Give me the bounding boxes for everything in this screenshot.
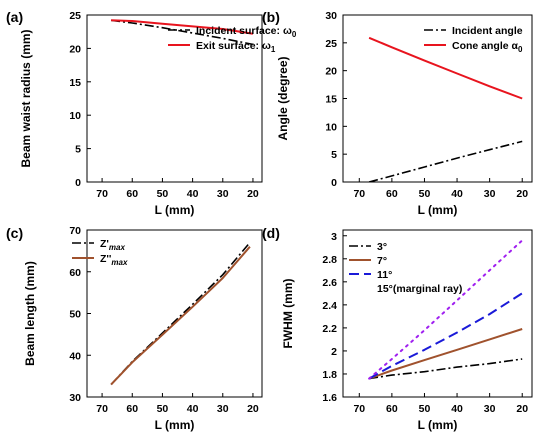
x-tick-label: 30: [217, 188, 229, 200]
legend-entry: Cone angle α0: [452, 40, 523, 54]
series-line-2: [368, 36, 523, 100]
series-line-1: [110, 19, 254, 46]
y-tick-label: 10: [69, 110, 81, 122]
x-tick-label: 20: [516, 403, 528, 415]
series-line-3: [368, 292, 523, 380]
legend: Incident angle Cone angle α0: [424, 25, 523, 54]
x-tick-label: 70: [96, 403, 108, 415]
y-tick-label: 2.4: [322, 300, 337, 312]
y-tick-label: 30: [325, 10, 337, 22]
legend: 3° 7° 11° 15°(marginal ray): [349, 241, 462, 295]
chart-panel-4: (d) 70 60 50 40 30 20 1.6 1.8 2 2.2 2.4 2.6 2.8 3 L (mm…: [262, 225, 533, 432]
x-tick-label: 20: [516, 188, 528, 200]
y-tick-label: 2.8: [322, 254, 337, 266]
y-tick-label: 70: [69, 225, 81, 237]
x-tick-label: 30: [484, 403, 496, 415]
x-axis-label: L (mm): [155, 203, 195, 217]
y-tick-label: 0: [331, 177, 337, 189]
y-tick-label: 20: [69, 43, 81, 55]
y-tick-label: 25: [69, 10, 81, 22]
plot-frame: [86, 229, 263, 398]
y-tick-label: 30: [69, 392, 81, 404]
x-tick-label: 50: [157, 188, 169, 200]
y-tick-label: 3: [331, 231, 337, 243]
legend-entry: Z''max: [100, 253, 128, 267]
x-tick-label: 60: [126, 403, 138, 415]
legend-entry: 11°: [377, 269, 392, 281]
x-tick-label: 70: [96, 188, 108, 200]
y-axis-label: Beam length (mm): [23, 261, 37, 366]
y-tick-label: 2.2: [322, 323, 337, 335]
x-tick-label: 50: [419, 403, 431, 415]
y-tick-label: 60: [69, 267, 81, 279]
series-line-2: [110, 246, 251, 386]
series-line-2: [368, 328, 523, 380]
x-axis-label: L (mm): [418, 203, 458, 217]
y-axis-label: FWHM (mm): [281, 279, 295, 349]
x-tick-label: 40: [451, 188, 463, 200]
y-tick-label: 50: [69, 309, 81, 321]
y-tick-label: 5: [75, 144, 81, 156]
y-tick-label: 2: [331, 346, 337, 358]
legend-entry: 15°(marginal ray): [377, 283, 462, 295]
x-tick-label: 50: [419, 188, 431, 200]
series-line-4: [368, 239, 524, 380]
y-tick-label: 15: [69, 77, 81, 89]
legend-entry: Incident surface: ω0: [196, 25, 297, 39]
series-line-1: [368, 140, 523, 182]
x-tick-label: 30: [217, 403, 229, 415]
y-axis-label: Beam waist radius (mm): [19, 29, 33, 167]
chart-panel-2: (b) 70 60 50 40 30 20 0 5 10 15 20 25 30 L (mm) Angle (…: [262, 9, 533, 217]
x-axis-label: L (mm): [418, 418, 458, 432]
x-tick-label: 40: [187, 188, 199, 200]
x-tick-label: 40: [187, 403, 199, 415]
legend-entry: 3°: [377, 241, 387, 253]
chart-panel-3: (c) 70 60 50 40 30 20 30 40 50 60 70 L (mm) Beam leng…: [6, 225, 263, 432]
x-tick-label: 70: [353, 188, 365, 200]
y-tick-label: 1.6: [322, 392, 337, 404]
y-tick-label: 2.6: [322, 277, 337, 289]
y-tick-label: 15: [325, 94, 337, 106]
legend-entry: Exit surface: ω1: [196, 40, 276, 54]
x-tick-label: 20: [247, 403, 259, 415]
y-tick-label: 1.8: [322, 369, 337, 381]
chart-panel-1: (a) 70 60 50 40 30 20 0 5 10 15 20 25 L (mm) Beam wais…: [6, 9, 297, 217]
y-tick-label: 20: [325, 66, 337, 78]
y-tick-label: 5: [331, 149, 337, 161]
x-tick-label: 60: [386, 188, 398, 200]
y-tick-label: 40: [69, 350, 81, 362]
y-tick-label: 0: [75, 177, 81, 189]
y-tick-label: 10: [325, 121, 337, 133]
panel-label: (d): [262, 225, 280, 241]
series-line-1: [368, 358, 523, 380]
y-tick-label: 25: [325, 38, 337, 50]
panel-label: (a): [6, 9, 23, 25]
legend-entry: Incident angle: [452, 25, 523, 37]
x-tick-label: 20: [247, 188, 259, 200]
series-line-2: [111, 19, 254, 35]
x-axis-label: L (mm): [155, 418, 195, 432]
x-tick-label: 30: [484, 188, 496, 200]
legend-entry: 7°: [377, 255, 387, 267]
plot-frame: [342, 229, 533, 398]
x-tick-label: 50: [157, 403, 169, 415]
x-tick-label: 70: [353, 403, 365, 415]
x-tick-label: 60: [386, 403, 398, 415]
panel-label: (b): [262, 9, 280, 25]
x-tick-label: 60: [126, 188, 138, 200]
series-line-1: [110, 241, 251, 386]
x-tick-label: 40: [451, 403, 463, 415]
panel-label: (c): [6, 225, 23, 241]
plot-frame: [86, 14, 263, 183]
y-axis-label: Angle (degree): [276, 56, 290, 140]
legend-entry: Z'max: [100, 238, 125, 252]
